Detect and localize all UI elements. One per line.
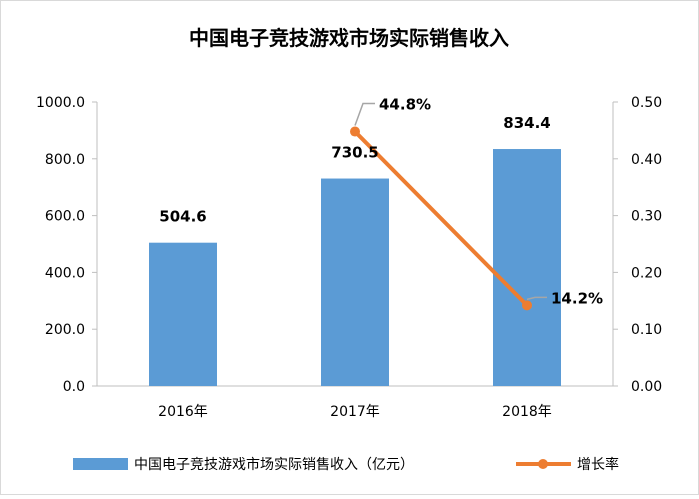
x-tick-label: 2017年 [330, 404, 380, 420]
legend: 中国电子竞技游戏市场实际销售收入（亿元） 增长率 [73, 456, 619, 473]
axes: 0.0 200.0 400.0 600.0 800.0 1000.0 0.00 0.10 0.2… [36, 95, 662, 420]
bar-value-label: 834.4 [503, 114, 550, 132]
left-tick-label: 400.0 [45, 265, 85, 281]
right-tick-label: 0.50 [631, 95, 662, 111]
left-tick-label: 0.0 [63, 379, 85, 395]
right-tick-label: 0.40 [631, 152, 662, 168]
left-tick-label: 1000.0 [36, 95, 85, 111]
legend-line-marker [538, 459, 548, 469]
legend-line-label: 增长率 [577, 456, 619, 473]
legend-bar-swatch [73, 458, 128, 470]
legend-bar-label: 中国电子竞技游戏市场实际销售收入（亿元） [134, 456, 414, 473]
growth-point [350, 126, 360, 137]
x-tick-label: 2018年 [502, 404, 552, 420]
chart-title: 中国电子竞技游戏市场实际销售收入 [189, 26, 509, 50]
left-tick-label: 800.0 [45, 152, 85, 168]
x-tick-label: 2016年 [158, 404, 208, 420]
growth-line [350, 102, 547, 311]
growth-value-label: 44.8% [379, 96, 431, 114]
right-tick-label: 0.00 [631, 379, 662, 395]
bar-value-label: 504.6 [159, 208, 206, 226]
growth-value-label: 14.2% [551, 289, 603, 307]
bars [149, 149, 561, 386]
right-tick-label: 0.20 [631, 265, 662, 281]
data-labels: 504.6 730.5 834.4 44.8% 14.2% [159, 96, 603, 308]
bar [321, 178, 389, 386]
growth-line-path [353, 130, 529, 307]
right-tick-label: 0.30 [631, 209, 662, 225]
bar [149, 242, 217, 386]
growth-leader-line [526, 296, 547, 301]
growth-leader-line [354, 102, 375, 126]
right-tick-label: 0.10 [631, 322, 662, 338]
left-tick-label: 200.0 [45, 322, 85, 338]
bar-value-label: 730.5 [331, 144, 378, 162]
bar [493, 149, 561, 386]
left-tick-label: 600.0 [45, 209, 85, 225]
growth-point [522, 300, 532, 311]
